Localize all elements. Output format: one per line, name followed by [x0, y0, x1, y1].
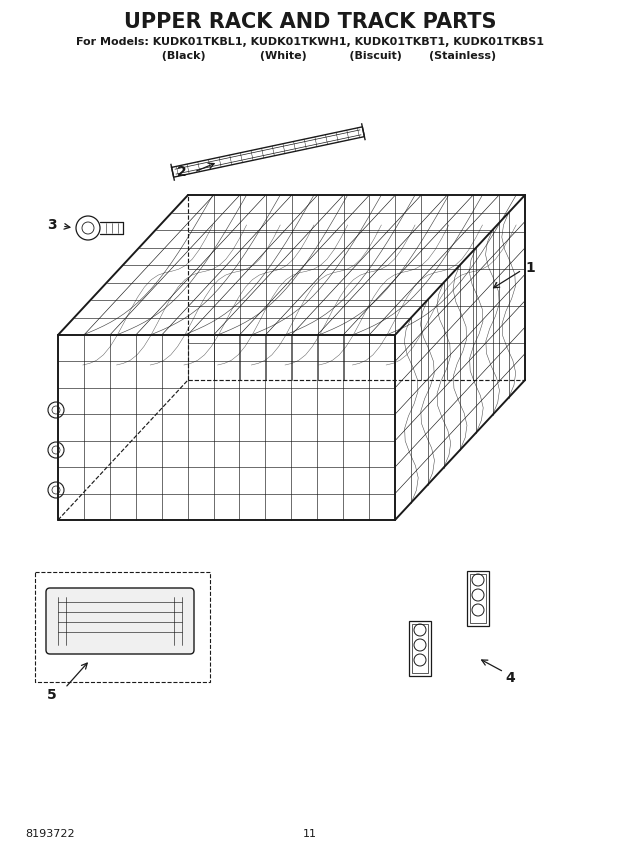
Text: 3: 3 [47, 218, 57, 232]
Text: 11: 11 [303, 829, 317, 839]
Text: For Models: KUDK01TKBL1, KUDK01TKWH1, KUDK01TKBT1, KUDK01TKBS1: For Models: KUDK01TKBL1, KUDK01TKWH1, KU… [76, 37, 544, 47]
Text: 8193722: 8193722 [25, 829, 74, 839]
Text: 2: 2 [177, 165, 187, 179]
Bar [467, 571, 489, 626]
Text: 5: 5 [47, 688, 57, 702]
Bar [409, 621, 431, 676]
FancyBboxPatch shape [46, 588, 194, 654]
Text: 4: 4 [505, 671, 515, 685]
Text: (Black)              (White)           (Biscuit)       (Stainless): (Black) (White) (Biscuit) (Stainless) [123, 51, 497, 61]
Bar [412, 624, 428, 673]
Text: UPPER RACK AND TRACK PARTS: UPPER RACK AND TRACK PARTS [124, 12, 496, 32]
Bar [470, 574, 486, 623]
Text: 1: 1 [525, 261, 535, 275]
Bar [35, 572, 210, 682]
